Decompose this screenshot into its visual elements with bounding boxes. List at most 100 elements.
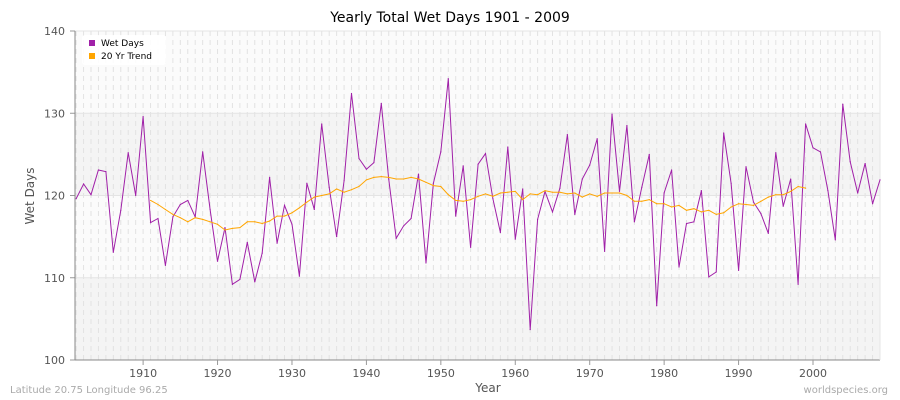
- wet-days-point: [142, 115, 144, 118]
- trend-point: [432, 185, 434, 187]
- wet-days-point: [313, 208, 315, 211]
- wet-days-point: [618, 190, 621, 192]
- wet-days-point: [336, 236, 338, 238]
- y-tick-label: 100: [44, 354, 65, 367]
- trend-point: [670, 206, 673, 208]
- trend-point: [336, 188, 338, 190]
- trend-point: [797, 185, 799, 188]
- wet-days-point: [767, 232, 769, 234]
- wet-days-point: [499, 231, 501, 234]
- x-tick-label: 1920: [204, 367, 232, 380]
- wet-days-point: [641, 186, 643, 188]
- background-band: [75, 277, 880, 360]
- wet-days-point: [216, 260, 219, 262]
- wet-days-point: [321, 123, 323, 125]
- wet-days-point: [447, 78, 449, 80]
- wet-days-point: [187, 199, 189, 202]
- wet-days-point: [417, 173, 420, 175]
- x-tick-label: 1910: [129, 367, 157, 380]
- trend-point: [269, 220, 271, 222]
- trend-point: [187, 221, 189, 223]
- wet-days-point: [82, 183, 85, 185]
- wet-days-point: [328, 186, 330, 188]
- trend-point: [693, 208, 695, 210]
- trend-point: [179, 217, 181, 219]
- wet-days-point: [75, 198, 77, 200]
- trend-point: [276, 215, 278, 217]
- trend-point: [484, 193, 487, 195]
- wet-days-point: [834, 239, 836, 241]
- trend-point: [618, 192, 621, 194]
- wet-days-point: [209, 208, 211, 211]
- trend-point: [723, 212, 725, 214]
- background-band: [75, 31, 880, 114]
- wet-days-point: [871, 203, 874, 205]
- legend-swatch-trend: [89, 53, 95, 59]
- wet-days-point: [566, 134, 568, 136]
- trend-point: [477, 195, 479, 197]
- wet-days-point: [179, 203, 181, 206]
- trend-point: [321, 194, 323, 197]
- wet-days-point: [611, 113, 613, 115]
- wet-days-point: [269, 176, 271, 179]
- trend-point: [194, 217, 196, 219]
- trend-point: [767, 196, 769, 198]
- x-axis-label: Year: [474, 381, 500, 395]
- trend-point: [455, 199, 457, 202]
- wet-days-point: [239, 278, 241, 280]
- trend-point: [261, 222, 263, 225]
- wet-days-point: [812, 147, 814, 149]
- trend-point: [388, 176, 390, 179]
- trend-point: [254, 221, 256, 223]
- trend-point: [403, 178, 405, 180]
- legend-label-trend: 20 Yr Trend: [101, 52, 152, 62]
- trend-point: [700, 211, 702, 213]
- trend-point: [410, 176, 412, 179]
- trend-point: [380, 175, 382, 178]
- wet-days-point: [782, 205, 784, 207]
- x-tick-label: 1980: [650, 367, 678, 380]
- trend-point: [760, 200, 762, 202]
- legend-label-wet-days: Wet Days: [101, 39, 144, 49]
- trend-point: [752, 204, 755, 206]
- trend-point: [589, 193, 591, 195]
- trend-point: [202, 218, 204, 220]
- wet-days-point: [246, 241, 248, 243]
- wet-days-point: [559, 187, 561, 189]
- wet-days-point: [112, 251, 114, 253]
- wet-days-point: [797, 283, 799, 285]
- trend-point: [231, 227, 234, 229]
- trend-point: [745, 203, 747, 206]
- wet-days-point: [164, 264, 167, 267]
- wet-days-point: [678, 266, 680, 268]
- wet-days-point: [395, 237, 397, 239]
- trend-point: [537, 194, 539, 196]
- y-axis-label: Wet Days: [23, 167, 37, 224]
- wet-days-point: [432, 182, 434, 184]
- wet-days-point: [380, 102, 382, 104]
- wet-days-point: [410, 217, 412, 220]
- trend-point: [611, 192, 613, 194]
- y-tick-label: 140: [44, 25, 65, 38]
- wet-days-point: [135, 194, 137, 197]
- wet-days-point: [388, 178, 390, 180]
- wet-days-point: [283, 204, 286, 206]
- trend-point: [462, 200, 464, 202]
- wet-days-point: [723, 132, 725, 134]
- trend-point: [603, 192, 606, 194]
- wet-days-point: [507, 146, 509, 148]
- wet-days-point: [224, 226, 226, 229]
- trend-point: [574, 192, 576, 194]
- wet-days-point: [574, 213, 576, 216]
- trend-point: [425, 181, 427, 183]
- wet-days-point: [589, 164, 591, 166]
- wet-days-point: [194, 216, 196, 218]
- x-tick-label: 1930: [278, 367, 306, 380]
- trend-point: [499, 192, 501, 194]
- wet-days-point: [596, 138, 598, 140]
- trend-point: [440, 185, 442, 188]
- wet-days-point: [775, 152, 777, 154]
- trend-point: [581, 196, 583, 198]
- wet-days-point: [715, 271, 717, 273]
- wet-days-point: [97, 169, 100, 171]
